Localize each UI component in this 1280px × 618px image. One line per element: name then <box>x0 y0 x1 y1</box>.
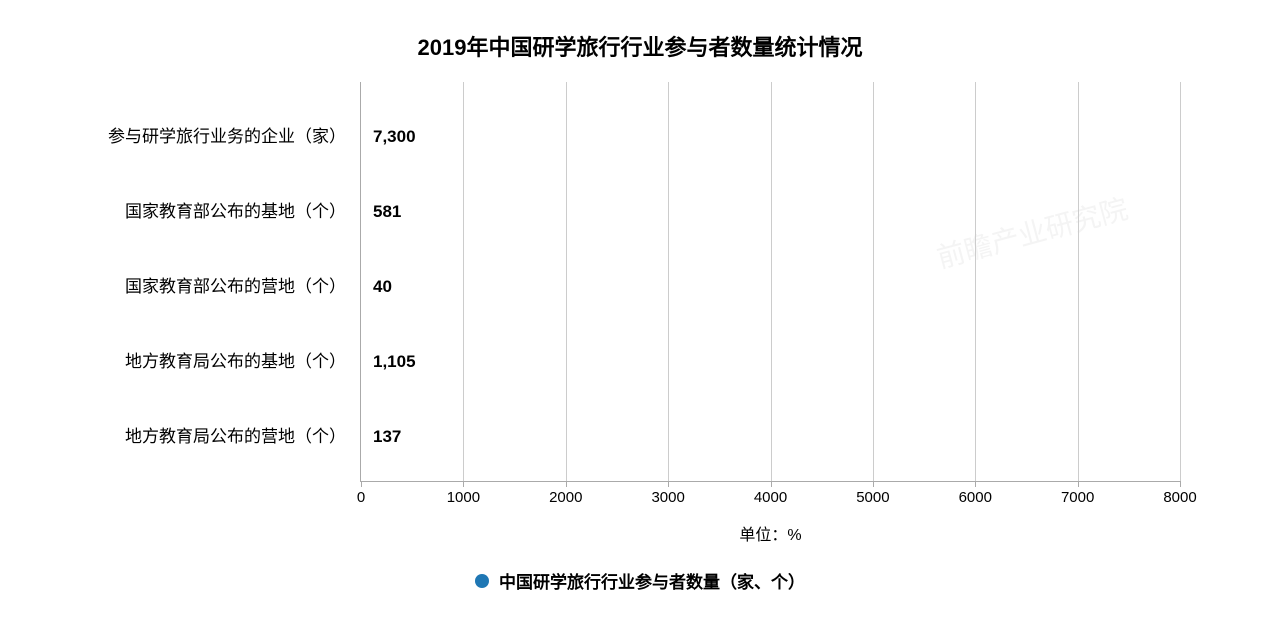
x-tick-label: 3000 <box>651 489 684 506</box>
chart-container: 2019年中国研学旅行行业参与者数量统计情况 前瞻产业研究院 参与研学旅行业务的… <box>0 0 1280 618</box>
x-tick-mark <box>668 481 669 487</box>
bar-value: 40 <box>373 277 392 297</box>
gridline <box>463 82 464 481</box>
gridline <box>771 82 772 481</box>
bar-value: 581 <box>373 202 401 222</box>
bar-value: 7,300 <box>373 127 416 147</box>
x-tick-mark <box>771 481 772 487</box>
category-label: 国家教育部公布的营地（个） <box>125 272 361 302</box>
bar-row: 国家教育部公布的营地（个） 40 <box>361 272 392 302</box>
bar-row: 参与研学旅行业务的企业（家） 7,300 <box>361 122 416 152</box>
x-tick-label: 7000 <box>1061 489 1094 506</box>
x-tick-label: 6000 <box>959 489 992 506</box>
x-tick-mark <box>873 481 874 487</box>
gridline <box>975 82 976 481</box>
category-label: 参与研学旅行业务的企业（家） <box>108 122 361 152</box>
category-label: 国家教育部公布的基地（个） <box>125 197 361 227</box>
x-tick-label: 1000 <box>447 489 480 506</box>
legend-marker <box>475 574 489 588</box>
gridline <box>668 82 669 481</box>
x-tick-mark <box>1180 481 1181 487</box>
x-tick-mark <box>1078 481 1079 487</box>
x-axis-label: 单位：% <box>739 521 801 545</box>
x-tick-label: 4000 <box>754 489 787 506</box>
bar-row: 地方教育局公布的营地（个） 137 <box>361 422 401 452</box>
chart-title: 2019年中国研学旅行行业参与者数量统计情况 <box>40 30 1240 62</box>
category-label: 地方教育局公布的营地（个） <box>125 422 361 452</box>
x-tick-label: 8000 <box>1163 489 1196 506</box>
bar-row: 地方教育局公布的基地（个） 1,105 <box>361 347 416 377</box>
bar-value: 137 <box>373 427 401 447</box>
legend: 中国研学旅行行业参与者数量（家、个） <box>475 568 805 593</box>
x-tick-mark <box>975 481 976 487</box>
x-tick-label: 2000 <box>549 489 582 506</box>
bar-value: 1,105 <box>373 352 416 372</box>
category-label: 地方教育局公布的基地（个） <box>125 347 361 377</box>
legend-text: 中国研学旅行行业参与者数量（家、个） <box>499 568 805 593</box>
plot-area: 前瞻产业研究院 参与研学旅行业务的企业（家） 7,300 国家教育部公布的基地（… <box>360 82 1180 482</box>
gridline <box>1078 82 1079 481</box>
gridline <box>566 82 567 481</box>
gridline <box>873 82 874 481</box>
x-tick-label: 5000 <box>856 489 889 506</box>
gridline <box>1180 82 1181 481</box>
watermark-right: 前瞻产业研究院 <box>932 187 1132 276</box>
x-tick-mark <box>566 481 567 487</box>
x-tick-mark <box>463 481 464 487</box>
x-tick-label: 0 <box>357 489 365 506</box>
bar-row: 国家教育部公布的基地（个） 581 <box>361 197 401 227</box>
x-tick-mark <box>361 481 362 487</box>
